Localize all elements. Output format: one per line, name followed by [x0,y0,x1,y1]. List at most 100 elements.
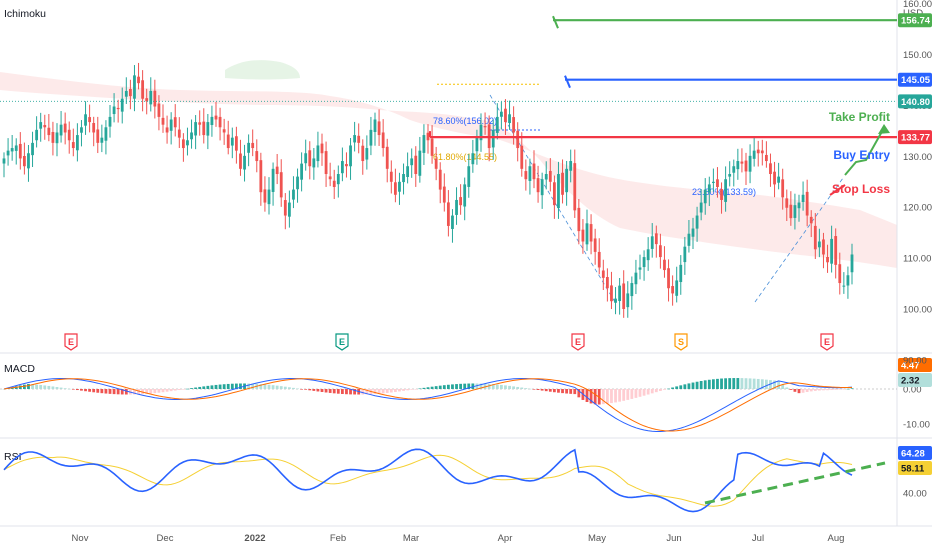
macd-histogram-bar [104,389,108,394]
candle-body [2,158,6,164]
macd-histogram-bar [340,389,344,394]
macd-histogram-bar [663,389,666,390]
fib-label-78: 78.60%(156.02) [433,116,497,126]
macd-histogram-bar [206,385,210,389]
take-profit-price-tag: 156.74 [901,16,931,27]
candle-body [781,179,785,198]
candle-body [120,98,124,112]
macd-histogram-bar [736,378,740,389]
macd-histogram-bar [675,386,679,389]
candle-body [422,135,426,153]
macd-histogram-bar [353,389,357,395]
macd-histogram-bar [381,389,385,394]
macd-histogram-bar [724,378,728,389]
macd-histogram-bar [557,389,560,393]
macd-histogram-bar [279,386,283,389]
macd-histogram-bar [389,389,393,393]
price-tick-label: 160.00 [903,0,932,10]
candle-body [703,189,707,204]
candle-body [434,158,438,169]
macd-histogram-bar [687,383,691,389]
candle-body [39,122,43,129]
macd-histogram-bar [112,389,116,395]
macd-histogram-bar [826,389,829,391]
macd-histogram-bar [650,389,654,394]
macd-histogram-bar [308,389,312,391]
candle-body [214,115,218,120]
take-profit-arrowhead [878,124,890,134]
macd-histogram-bar [304,389,308,390]
candle-body [597,251,601,268]
macd-histogram-bar [234,383,238,389]
candle-body [459,197,463,206]
macd-histogram-bar [39,384,43,389]
macd-histogram-bar [463,383,467,389]
candle-body [137,76,140,84]
macd-histogram-bar [756,378,760,389]
macd-histogram-bar [59,387,63,389]
candle-body [328,176,332,180]
macd-histogram-bar [536,389,540,390]
macd-histogram-bar [393,389,397,392]
macd-histogram-bar [332,389,336,394]
candle-body [479,124,483,141]
candle-body [552,182,556,206]
macd-histogram-bar [336,389,340,394]
macd-histogram-bar [740,378,744,389]
macd-histogram-bar [491,384,495,389]
indicator-title: Ichimoku [4,8,46,20]
candle-body [67,129,71,141]
macd-histogram-bar [691,382,695,389]
candle-body [736,161,740,170]
trade-levels[interactable]: Take Profit Buy Entry Stop Loss [0,15,897,196]
candle-body [581,229,585,242]
candle-body [316,145,320,162]
candle-body [218,116,222,128]
macd-histogram-bar [809,389,813,392]
candle-body [181,139,185,149]
candle-body [512,117,516,133]
macd-histogram-bar [805,389,809,392]
candle-body [145,98,149,102]
candle-body [724,179,728,202]
macd-histogram-bar [71,389,75,390]
time-tick-label: 2022 [244,533,265,544]
macd-histogram-bar [752,378,756,389]
macd-histogram-bar [51,386,55,389]
candle-body [585,223,589,245]
candle-body [108,116,112,127]
candle-body [634,272,638,285]
rsi-ma-line [3,454,853,507]
macd-histogram-bar [312,389,316,391]
macd-histogram-bar [479,383,483,389]
rsi-ma-value-tag: 58.11 [901,464,925,475]
macd-histogram-bar [589,389,593,404]
macd-histogram-bar [548,389,552,392]
macd-histogram-bar [544,389,548,392]
macd-histogram-bar [173,389,177,391]
candle-body [499,111,503,117]
time-tick-label: Jul [752,533,764,544]
macd-histogram-bar [658,389,662,391]
candle-body [165,127,169,133]
macd-histogram-bar [540,389,544,391]
time-axis[interactable]: Nov Dec 2022 Feb Mar Apr May Jun Jul Aug [72,533,845,544]
macd-histogram-bar [165,389,169,392]
macd-histogram-bar [149,389,153,394]
time-tick-label: Apr [498,533,513,544]
macd-histogram-bar [75,389,79,391]
candle-body [100,137,104,143]
candle-body [381,132,385,149]
candle-body [830,238,834,264]
macd-histogram-bar [822,389,825,391]
candle-body [75,135,79,151]
candle-body [222,129,226,133]
price-tick-label: 150.00 [903,50,932,61]
candle-body [593,238,597,252]
candle-body [540,179,544,196]
macd-histogram-bar [764,379,768,389]
macd-histogram-bar [365,389,369,395]
candle-body [230,137,234,146]
